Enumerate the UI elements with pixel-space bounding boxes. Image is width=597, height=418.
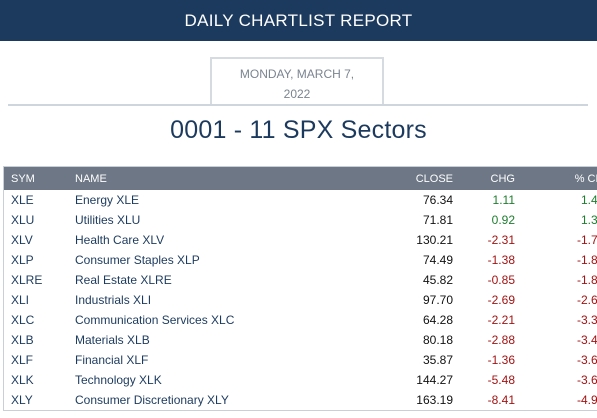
- symbol-cell[interactable]: XLV: [11, 233, 33, 247]
- name-cell[interactable]: Financial XLF: [75, 353, 149, 367]
- report-date: MONDAY, MARCH 7, 2022: [210, 57, 384, 105]
- pct-change-cell: -3.66%: [576, 373, 597, 387]
- sector-table: SYM NAME CLOSE CHG % CHG XLE Energy XLE 76…: [3, 166, 597, 411]
- table-row[interactable]: XLK Technology XLK 144.27 -5.48 -3.66%: [4, 370, 597, 390]
- report-date-line1: MONDAY, MARCH 7,: [239, 67, 355, 81]
- pct-change-cell: 1.30%: [580, 213, 597, 227]
- column-header-name[interactable]: NAME: [75, 166, 345, 190]
- close-cell: 71.81: [422, 213, 453, 227]
- table-row[interactable]: XLC Communication Services XLC 64.28 -2.21 -…: [4, 310, 597, 330]
- symbol-cell[interactable]: XLP: [11, 253, 34, 267]
- column-header-pct-chg[interactable]: % CHG: [527, 166, 597, 190]
- table-row[interactable]: XLV Health Care XLV 130.21 -2.31 -1.74%: [4, 230, 597, 250]
- pct-change-cell: -2.68%: [576, 293, 597, 307]
- column-header-close[interactable]: CLOSE: [345, 166, 453, 190]
- table-body: XLE Energy XLE 76.34 1.11 1.48% XLU Utilities …: [4, 190, 597, 411]
- column-header-chg[interactable]: CHG: [453, 166, 527, 190]
- symbol-cell[interactable]: XLB: [11, 333, 34, 347]
- report-date-line2: 2022: [283, 87, 311, 101]
- name-cell[interactable]: Technology XLK: [75, 373, 162, 387]
- close-cell: 97.70: [422, 293, 453, 307]
- close-cell: 35.87: [422, 353, 453, 367]
- table-header-row: SYM NAME CLOSE CHG % CHG: [3, 166, 597, 190]
- close-cell: 144.27: [416, 373, 453, 387]
- pct-change-cell: -4.90%: [576, 393, 597, 407]
- table-row[interactable]: XLRE Real Estate XLRE 45.82 -0.85 -1.82%: [4, 270, 597, 290]
- pct-change-cell: -3.32%: [576, 313, 597, 327]
- chartlist-title: 0001 - 11 SPX Sectors: [170, 116, 427, 144]
- report-banner: DAILY CHARTLIST REPORT: [0, 0, 597, 41]
- table-row[interactable]: XLP Consumer Staples XLP 74.49 -1.38 -1.82%: [4, 250, 597, 270]
- symbol-cell[interactable]: XLF: [11, 353, 34, 367]
- symbol-cell[interactable]: XLC: [11, 313, 35, 327]
- table-row[interactable]: XLI Industrials XLI 97.70 -2.69 -2.68%: [4, 290, 597, 310]
- pct-change-cell: -1.82%: [576, 273, 597, 287]
- close-cell: 163.19: [416, 393, 453, 407]
- change-cell: -1.38: [487, 253, 515, 267]
- name-cell[interactable]: Communication Services XLC: [75, 313, 235, 327]
- close-cell: 130.21: [416, 233, 453, 247]
- column-header-sym[interactable]: SYM: [3, 166, 75, 190]
- change-cell: 1.11: [492, 193, 515, 207]
- table-row[interactable]: XLU Utilities XLU 71.81 0.92 1.30%: [4, 210, 597, 230]
- name-cell[interactable]: Energy XLE: [75, 193, 140, 207]
- table-row[interactable]: XLY Consumer Discretionary XLY 163.19 -8.41…: [4, 390, 597, 411]
- change-cell: -1.36: [487, 353, 515, 367]
- table-row[interactable]: XLB Materials XLB 80.18 -2.88 -3.47%: [4, 330, 597, 350]
- change-cell: -2.31: [487, 233, 515, 247]
- change-cell: -2.69: [487, 293, 515, 307]
- symbol-cell[interactable]: XLK: [11, 373, 34, 387]
- symbol-cell[interactable]: XLRE: [11, 273, 43, 287]
- symbol-cell[interactable]: XLI: [11, 293, 30, 307]
- close-cell: 76.34: [422, 193, 453, 207]
- close-cell: 45.82: [422, 273, 453, 287]
- change-cell: -2.88: [487, 333, 515, 347]
- change-cell: -0.85: [487, 273, 515, 287]
- name-cell[interactable]: Real Estate XLRE: [75, 273, 172, 287]
- close-cell: 80.18: [422, 333, 453, 347]
- pct-change-cell: -1.82%: [576, 253, 597, 267]
- change-cell: 0.92: [491, 213, 515, 227]
- symbol-cell[interactable]: XLE: [11, 193, 34, 207]
- close-cell: 64.28: [422, 313, 453, 327]
- name-cell[interactable]: Materials XLB: [75, 333, 150, 347]
- pct-change-cell: -3.65%: [576, 353, 597, 367]
- pct-change-cell: 1.48%: [580, 193, 597, 207]
- pct-change-cell: -3.47%: [576, 333, 597, 347]
- change-cell: -2.21: [487, 313, 515, 327]
- name-cell[interactable]: Industrials XLI: [75, 293, 152, 307]
- change-cell: -5.48: [487, 373, 515, 387]
- change-cell: -8.41: [487, 393, 515, 407]
- table-row[interactable]: XLF Financial XLF 35.87 -1.36 -3.65%: [4, 350, 597, 370]
- symbol-cell[interactable]: XLY: [11, 393, 33, 407]
- pct-change-cell: -1.74%: [576, 233, 597, 247]
- name-cell[interactable]: Consumer Discretionary XLY: [75, 393, 229, 407]
- close-cell: 74.49: [422, 253, 453, 267]
- banner-title: DAILY CHARTLIST REPORT: [184, 10, 413, 30]
- symbol-cell[interactable]: XLU: [11, 213, 35, 227]
- name-cell[interactable]: Utilities XLU: [75, 213, 141, 227]
- name-cell[interactable]: Consumer Staples XLP: [75, 253, 200, 267]
- name-cell[interactable]: Health Care XLV: [75, 233, 165, 247]
- divider: [8, 104, 588, 106]
- table-row[interactable]: XLE Energy XLE 76.34 1.11 1.48%: [4, 190, 597, 210]
